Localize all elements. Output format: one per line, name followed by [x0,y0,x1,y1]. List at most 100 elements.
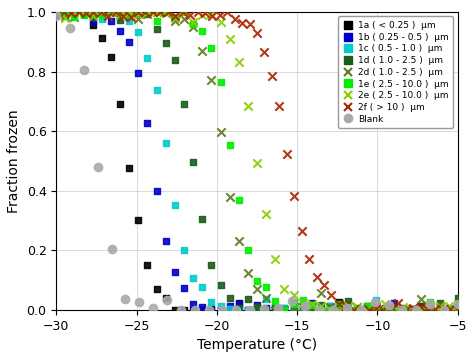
Point [436,300,443,306]
Point [53,9,60,15]
Point [226,194,233,200]
Point [299,302,306,307]
Point [390,300,398,306]
Point [235,305,243,311]
Point [253,279,261,284]
Point [108,246,115,252]
Point [418,307,425,313]
Point [260,306,268,312]
Point [390,307,398,313]
Point [164,9,172,15]
Point [308,301,316,307]
Point [89,10,97,16]
Point [199,304,206,310]
Point [66,25,74,31]
Point [326,304,334,310]
Point [336,307,343,313]
Point [153,26,160,32]
Point [399,306,407,311]
Point [98,11,106,17]
Point [440,307,448,313]
Point [372,303,380,309]
Point [189,275,197,280]
Point [116,9,124,15]
Point [345,307,352,313]
Point [199,307,206,313]
Point [281,305,288,311]
Point [144,55,151,60]
Point [126,9,133,15]
Point [171,15,179,20]
Point [53,12,60,18]
Point [126,39,133,45]
Point [454,307,462,313]
Point [180,9,188,15]
Point [454,306,462,312]
Point [144,262,151,268]
Point [454,307,462,313]
Point [381,307,389,313]
Point [135,9,142,15]
Point [354,307,361,313]
Point [345,307,352,313]
Point [144,11,151,17]
Point [272,304,279,309]
Point [343,305,351,311]
Point [244,103,252,109]
Point [162,10,170,15]
Point [454,301,462,307]
Point [372,307,380,313]
Point [238,20,246,26]
Point [217,307,224,313]
Point [53,9,60,15]
Point [208,307,215,313]
Point [390,307,398,313]
Point [246,21,254,27]
Point [281,286,288,292]
Point [162,40,170,46]
Point [317,307,325,313]
Point [116,28,124,33]
Point [409,307,416,312]
Point [439,307,447,313]
Point [162,238,170,243]
Y-axis label: Fraction frozen: Fraction frozen [7,109,21,213]
Point [231,16,238,22]
Point [94,164,101,170]
Point [385,302,392,307]
Point [107,9,115,15]
Point [116,9,124,15]
Point [144,9,151,15]
Point [445,307,453,313]
Point [345,298,352,304]
Point [365,307,373,313]
Point [235,307,243,313]
Point [80,12,87,18]
Point [162,140,170,146]
Point [89,13,97,19]
Point [275,103,283,108]
Point [326,305,334,311]
Point [445,307,453,313]
Point [253,160,261,166]
Point [126,18,133,23]
Point [107,9,115,15]
Point [381,305,389,311]
Point [354,304,361,310]
Point [219,307,226,313]
Point [171,269,179,275]
Point [253,307,261,312]
Point [149,305,157,311]
Point [98,9,106,15]
Point [104,13,112,18]
Point [201,10,209,16]
Point [235,301,243,307]
Point [136,299,143,305]
Point [299,307,306,313]
Point [226,307,233,313]
Point [308,300,316,306]
Point [97,9,105,15]
Point [445,303,453,309]
Point [305,256,313,261]
Point [390,307,398,313]
